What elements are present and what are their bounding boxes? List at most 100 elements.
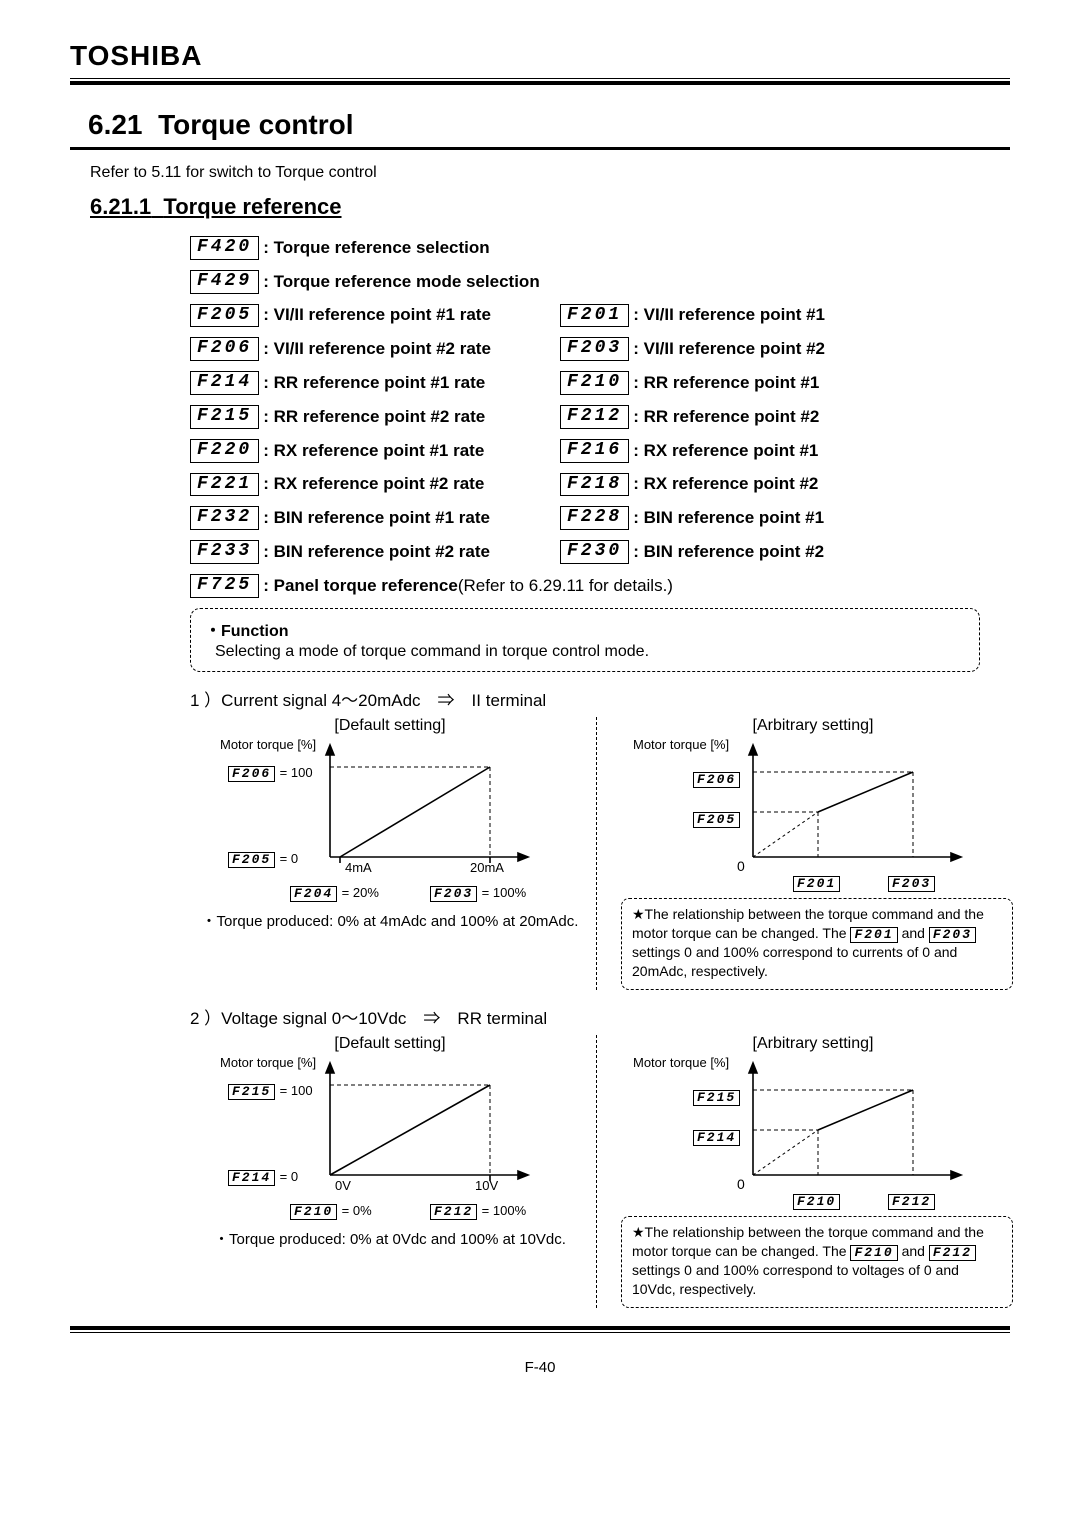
param-row: F232 : BIN reference point #1 rate F228 … — [190, 506, 1010, 530]
param-code: F221 — [190, 473, 259, 497]
ycode-bot-val: = 0 — [280, 1169, 298, 1184]
param-row: F420 : Torque reference selection — [190, 236, 1010, 260]
ycode-top-val: = 100 — [280, 1083, 313, 1098]
function-body: Selecting a mode of torque command in to… — [215, 643, 965, 661]
case2-divider — [596, 1035, 597, 1308]
param-label: : BIN reference point #2 — [633, 542, 824, 562]
header-rule-thick — [70, 81, 1010, 85]
param-code: F725 — [190, 574, 259, 598]
param-list: F420 : Torque reference selection F429 :… — [190, 236, 1010, 598]
param-code: F420 — [190, 236, 259, 260]
x0-label: 0V — [335, 1178, 351, 1193]
note-code2: F212 — [929, 1245, 976, 1261]
note-code1: F201 — [850, 927, 897, 943]
xcode0: F210 — [793, 1194, 840, 1210]
case2-note-box: ★The relationship between the torque com… — [621, 1216, 1013, 1308]
param-label: : RR reference point #1 rate — [263, 373, 485, 393]
ycode-bot: F214 — [228, 1170, 275, 1186]
axis-y-label: Motor torque [%] — [633, 737, 729, 752]
case1-left-col: [Default setting] Motor torque [%] 4mA — [190, 717, 590, 990]
param-label: : RX reference point #1 rate — [263, 441, 484, 461]
param-label: : Torque reference mode selection — [263, 272, 539, 292]
param-label: : VI/II reference point #2 — [633, 339, 825, 359]
param-code: F218 — [560, 473, 629, 497]
param-code: F232 — [190, 506, 259, 530]
note-code1: F210 — [850, 1245, 897, 1261]
param-label: : Panel torque reference — [263, 576, 458, 596]
case2-line: 2 ）Voltage signal 0～10Vdc ⇒ RR terminal — [190, 1004, 1010, 1029]
ycode-top: F215 — [228, 1084, 275, 1100]
x1-label: 10V — [475, 1178, 498, 1193]
param-label: : RR reference point #1 — [633, 373, 819, 393]
ycode-bot: F205 — [228, 852, 275, 868]
param-row: F221 : RX reference point #2 rate F218 :… — [190, 473, 1010, 497]
xb0-code: F204 — [290, 886, 337, 902]
param-code: F233 — [190, 540, 259, 564]
case2-right-title: [Arbitrary setting] — [603, 1035, 1023, 1053]
param-code: F205 — [190, 304, 259, 328]
case1-left-caption: ・Torque produced: 0% at 4mAdc and 100% a… — [190, 910, 590, 931]
subsection-number: 6.21.1 — [90, 194, 151, 219]
section-underline — [70, 147, 1010, 150]
ycode1: F206 — [693, 772, 740, 788]
param-row: F206 : VI/II reference point #2 rate F20… — [190, 337, 1010, 361]
section-name: Torque control — [158, 109, 353, 140]
x0-label: 4mA — [345, 860, 372, 875]
param-code: F215 — [190, 405, 259, 429]
param-row: F214 : RR reference point #1 rate F210 :… — [190, 371, 1010, 395]
note-mid: and — [902, 925, 929, 941]
param-label: : BIN reference point #2 rate — [263, 542, 490, 562]
param-label: : RX reference point #1 — [633, 441, 818, 461]
case1-right-col: [Arbitrary setting] Motor torque [%] 0 F… — [603, 717, 1023, 990]
param-code: F228 — [560, 506, 629, 530]
function-box: ・Function Selecting a mode of torque com… — [190, 608, 980, 672]
param-code: F214 — [190, 371, 259, 395]
param-code: F206 — [190, 337, 259, 361]
note-post: settings 0 and 100% correspond to curren… — [632, 944, 957, 979]
note-post: settings 0 and 100% correspond to voltag… — [632, 1262, 959, 1297]
case1-charts: [Default setting] Motor torque [%] 4mA — [190, 717, 1010, 990]
param-label: : BIN reference point #1 rate — [263, 508, 490, 528]
x1-label: 20mA — [470, 860, 504, 875]
param-label: : VI/II reference point #2 rate — [263, 339, 491, 359]
param-code: F203 — [560, 337, 629, 361]
param-label: : RX reference point #2 — [633, 474, 818, 494]
case1-line: 1 ）Current signal 4～20mAdc ⇒ II terminal — [190, 686, 1010, 711]
axis-y-label: Motor torque [%] — [220, 1055, 316, 1070]
page-number: F-40 — [70, 1353, 1010, 1376]
axis-y-label: Motor torque [%] — [220, 737, 316, 752]
ycode-bot-val: = 0 — [280, 851, 298, 866]
ycode1: F215 — [693, 1090, 740, 1106]
param-label: : RR reference point #2 — [633, 407, 819, 427]
section-title: 6.21 Torque control — [88, 109, 1010, 141]
subsection-title: 6.21.1 Torque reference — [90, 194, 1010, 220]
xcode0: F201 — [793, 876, 840, 892]
case2-left-caption: ・Torque produced: 0% at 0Vdc and 100% at… — [190, 1228, 590, 1249]
footer-rule-thick — [70, 1326, 1010, 1330]
param-label: : RX reference point #2 rate — [263, 474, 484, 494]
case2-left-col: [Default setting] Motor torque [%] 0V 10… — [190, 1035, 590, 1308]
case2-charts: [Default setting] Motor torque [%] 0V 10… — [190, 1035, 1010, 1308]
xb1-val: = 100% — [482, 885, 526, 900]
xcode1: F203 — [888, 876, 935, 892]
ycode0: F214 — [693, 1130, 740, 1146]
xb1-code: F212 — [430, 1204, 477, 1220]
axis-y-label: Motor torque [%] — [633, 1055, 729, 1070]
xb0-val: = 0% — [342, 1203, 372, 1218]
function-title: ・Function — [205, 617, 965, 641]
zero-label: 0 — [737, 1176, 745, 1192]
param-row: F220 : RX reference point #1 rate F216 :… — [190, 439, 1010, 463]
header-rule-thin — [70, 78, 1010, 79]
param-label: : BIN reference point #1 — [633, 508, 824, 528]
param-code: F212 — [560, 405, 629, 429]
xb0-code: F210 — [290, 1204, 337, 1220]
ycode0: F205 — [693, 812, 740, 828]
param-code: F230 — [560, 540, 629, 564]
param-label-note: (Refer to 6.29.11 for details.) — [458, 576, 673, 596]
param-label: : Torque reference selection — [263, 238, 489, 258]
footer-rule-thin — [70, 1332, 1010, 1333]
case1-note-box: ★The relationship between the torque com… — [621, 898, 1013, 990]
param-row: F205 : VI/II reference point #1 rate F20… — [190, 304, 1010, 328]
case1-right-title: [Arbitrary setting] — [603, 717, 1023, 735]
param-code: F216 — [560, 439, 629, 463]
